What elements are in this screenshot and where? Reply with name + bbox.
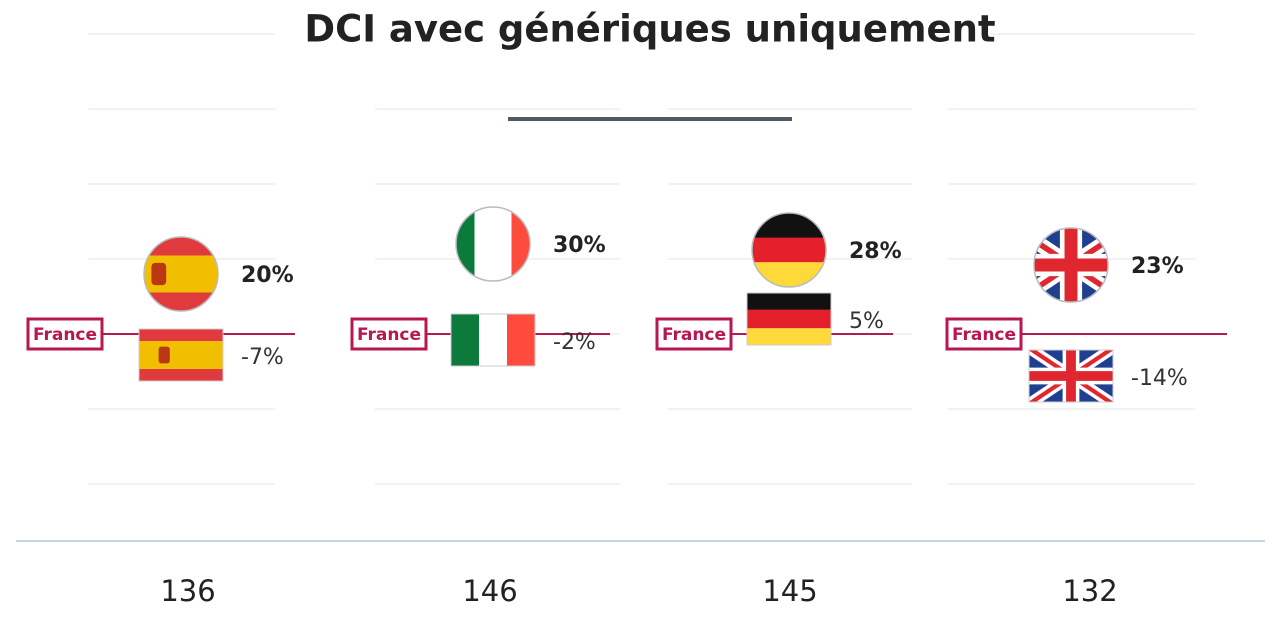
reference-label: France [662,325,726,345]
reference-label: France [357,325,421,345]
value-label: 23% [1131,254,1184,279]
flag-outline [746,292,832,346]
reference-label-box [945,317,1023,351]
total-label: 136 [160,574,215,608]
flag-outline [1033,227,1109,303]
flag-outline [138,328,224,382]
total-label: 146 [462,574,517,608]
flag-outline [455,206,531,282]
reference-label-box [655,317,733,351]
flag-outline [751,212,827,288]
title-backdrop [300,5,990,60]
flag-image [752,213,826,287]
grid [88,33,1195,485]
flag-image [139,329,223,381]
flag-circle [456,207,530,281]
flag-outline [1028,349,1114,403]
flag-circle [1016,228,1127,302]
flag-rect [450,313,536,367]
chart-title: DCI avec génériques uniquement [304,8,995,51]
reference-label: France [952,325,1016,345]
total-label: 145 [762,574,817,608]
flag-image [456,207,530,281]
flag-circle [752,213,826,287]
reference-label-box [26,317,104,351]
flag-image [451,314,535,366]
flag-image [144,237,218,311]
reference-label: France [33,325,97,345]
flag-outline [450,313,536,367]
flag-rect [1028,348,1114,404]
value-label: 20% [241,263,294,288]
flag-circle [144,237,218,311]
flag-rect [746,292,832,346]
flag-image [1029,348,1113,404]
value-label: -14% [1131,366,1188,391]
value-label: 5% [849,309,884,334]
value-label: 30% [553,233,606,258]
value-label: 28% [849,239,902,264]
value-label: -2% [553,330,596,355]
total-label: 132 [1062,574,1117,608]
flag-image [1016,228,1127,302]
flag-outline [143,236,219,312]
value-label: -7% [241,345,284,370]
flag-rect [138,328,224,382]
flag-image [747,293,831,345]
reference-label-box [350,317,428,351]
